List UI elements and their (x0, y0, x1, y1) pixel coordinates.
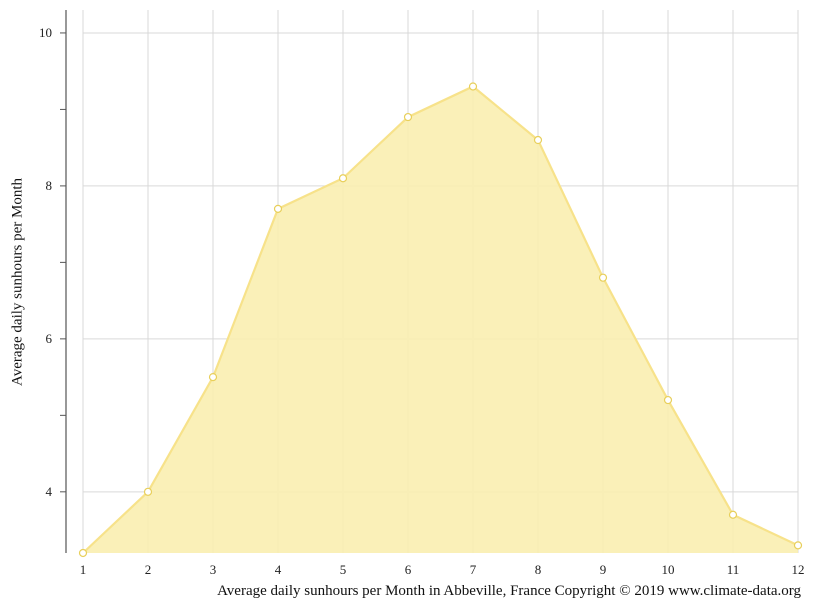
series-line (82, 85, 799, 554)
data-point (728, 510, 738, 519)
data-point (468, 82, 478, 91)
data-point (533, 135, 543, 145)
x-tick-label: 7 (470, 562, 477, 577)
area-series (82, 85, 799, 554)
x-tick-label: 6 (405, 562, 412, 577)
y-tick-label: 10 (39, 25, 52, 40)
area-fill (83, 86, 798, 553)
y-tick-label: 6 (46, 331, 53, 346)
x-tick-label: 11 (727, 562, 740, 577)
data-point (273, 204, 283, 213)
x-tick-label: 9 (600, 562, 607, 577)
chart-caption: Average daily sunhours per Month in Abbe… (217, 583, 801, 599)
data-point (598, 273, 608, 282)
data-point (208, 372, 218, 382)
data-point (143, 487, 153, 496)
x-tick-label: 4 (275, 562, 282, 577)
y-tick-label: 4 (46, 484, 53, 499)
data-point (403, 112, 413, 122)
data-point (793, 541, 803, 550)
x-tick-label: 5 (340, 562, 347, 577)
data-point (663, 395, 673, 405)
x-tick-label: 1 (80, 562, 87, 577)
x-tick-label: 8 (535, 562, 542, 577)
x-tick-label: 2 (145, 562, 152, 577)
y-tick-label: 8 (46, 178, 53, 193)
data-point (338, 174, 348, 183)
x-tick-label: 12 (792, 562, 805, 577)
x-tick-label: 10 (662, 562, 675, 577)
data-points (78, 82, 803, 558)
x-tick-label: 3 (210, 562, 217, 577)
data-point (78, 548, 88, 558)
y-axis-label: Average daily sunhours per Month (9, 177, 26, 387)
